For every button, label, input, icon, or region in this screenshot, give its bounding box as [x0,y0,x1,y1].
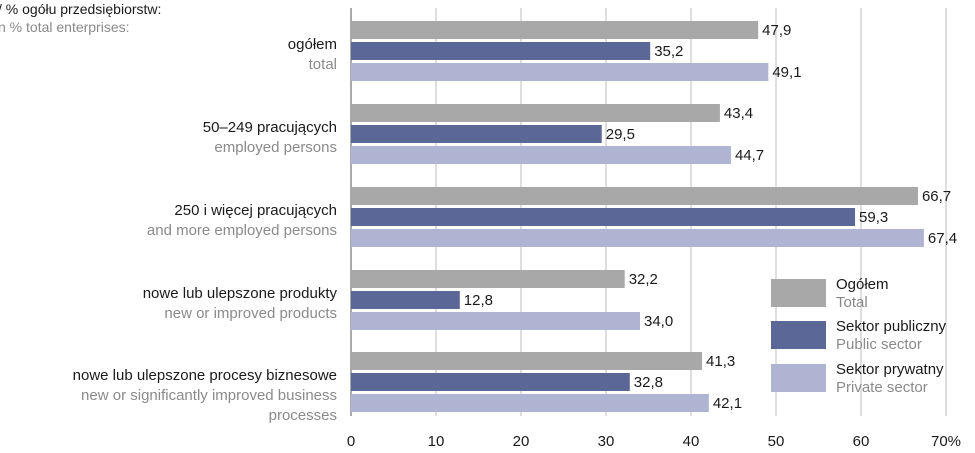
category-labels: ogółem total 50–249 pracujących employed pe… [73,36,338,424]
bar [351,373,630,391]
bar [351,291,460,309]
legend-label-en: Total [836,294,868,311]
bar [351,229,924,247]
tick-label: 20 [513,433,530,450]
legend-label-pl: Ogółem [836,276,889,293]
data-label: 47,9 [762,22,791,39]
data-label: 41,3 [706,353,735,370]
x-axis-ticks: 0 10 20 30 40 50 60 70% [347,433,961,450]
bar [351,208,856,226]
bar [351,352,703,370]
bars: 47,9 35,2 49,1 43,4 29,5 44,7 66,7 59,3 67,4 32,2… [351,21,957,412]
bar [351,21,759,39]
bar [351,187,918,205]
category-label-pl: 50–249 pracujących [203,119,337,136]
data-label: 66,7 [922,188,951,205]
bar [351,104,720,122]
category-label-pl: nowe lub ulepszone procesy biznesowe [73,367,337,384]
tick-label: 0 [347,433,355,450]
tick-label: 10 [428,433,445,450]
data-label: 42,1 [713,395,742,412]
data-label: 49,1 [772,64,801,81]
bar [351,125,602,143]
category-label-pl: 250 i więcej pracujących [174,202,337,219]
data-label: 43,4 [724,105,753,122]
tick-label: 30 [598,433,615,450]
category-label-en: and more employed persons [147,222,337,239]
legend-label-pl: Sektor publiczny [836,318,947,335]
data-label: 67,4 [928,230,957,247]
data-label: 59,3 [859,209,888,226]
unit-label-en: n % total enterprises: [0,19,130,35]
legend-label-en: Public sector [836,336,922,353]
category-label-en: processes [269,407,337,424]
bar [351,270,625,288]
bar [351,42,651,60]
legend-swatch [771,279,826,307]
category-label-pl: nowe lub ulepszone produkty [143,285,338,302]
data-label: 32,8 [634,374,663,391]
data-label: 29,5 [606,126,635,143]
category-label-pl: ogółem [288,36,337,53]
data-label: 12,8 [464,292,493,309]
data-label: 34,0 [644,313,673,330]
tick-label: 70% [931,433,961,450]
legend-swatch [771,321,826,349]
data-label: 32,2 [629,271,658,288]
bar [351,312,640,330]
bar [351,146,731,164]
tick-label: 40 [683,433,700,450]
category-label-en: new or significantly improved business [81,387,337,404]
bar [351,63,769,81]
tick-label: 60 [853,433,870,450]
legend-label-en: Private sector [836,379,928,396]
legend-swatch [771,364,826,392]
data-label: 44,7 [735,147,764,164]
category-label-en: new or improved products [164,305,337,322]
tick-label: 50 [768,433,785,450]
bar [351,394,709,412]
data-label: 35,2 [654,43,683,60]
category-label-en: employed persons [214,139,337,156]
unit-label-pl: / % ogółu przedsiębiorstw: [0,1,161,17]
category-label-en: total [309,56,337,73]
legend-label-pl: Sektor prywatny [836,361,944,378]
